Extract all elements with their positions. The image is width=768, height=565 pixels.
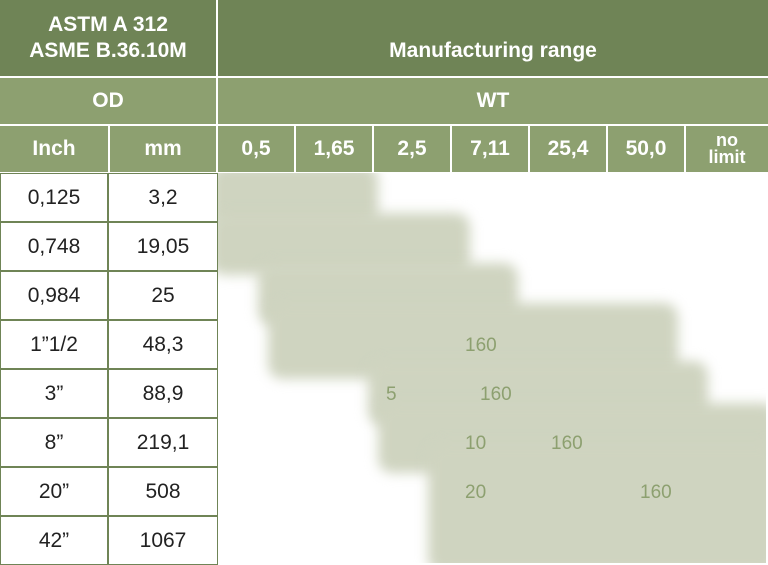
wt-col-label: no limit bbox=[708, 130, 746, 167]
inch-cell: 3” bbox=[0, 369, 108, 418]
standard-header: ASTM A 312 ASME B.36.10M bbox=[0, 0, 216, 76]
inch-cell: 0,748 bbox=[0, 222, 108, 271]
standard-line-2: ASME B.36.10M bbox=[29, 39, 187, 62]
manufacturing-range-area: 160 5 160 10 160 20 160 bbox=[218, 173, 766, 563]
range-value: 160 bbox=[480, 384, 512, 405]
wt-col-label: 1,65 bbox=[313, 137, 355, 160]
wt-col-label: 50,0 bbox=[625, 137, 667, 160]
wt-col-label: 25,4 bbox=[547, 137, 589, 160]
inch-cell: 0,125 bbox=[0, 173, 108, 222]
range-value: 160 bbox=[640, 482, 672, 503]
wt-col-header: no limit bbox=[686, 126, 768, 172]
range-value: 5 bbox=[386, 384, 397, 405]
inch-cell: 20” bbox=[0, 467, 108, 516]
inch-cell: 1”1/2 bbox=[0, 320, 108, 369]
wt-col-label: 2,5 bbox=[397, 137, 427, 160]
mm-cell: 3,2 bbox=[108, 173, 218, 222]
mm-cell: 508 bbox=[108, 467, 218, 516]
wt-col-header: 1,65 bbox=[296, 126, 372, 172]
mm-header: mm bbox=[110, 126, 216, 172]
mm-label: mm bbox=[144, 137, 182, 160]
wt-col-label: 7,11 bbox=[470, 137, 510, 160]
wt-col-header: 50,0 bbox=[608, 126, 684, 172]
standard-line-1: ASTM A 312 bbox=[48, 13, 168, 36]
range-band bbox=[428, 443, 766, 563]
od-header: OD bbox=[0, 78, 216, 124]
inch-label: Inch bbox=[32, 137, 76, 160]
range-value: 10 bbox=[465, 433, 487, 454]
wt-col-header: 2,5 bbox=[374, 126, 450, 172]
mm-cell: 88,9 bbox=[108, 369, 218, 418]
mm-cell: 25 bbox=[108, 271, 218, 320]
od-label: OD bbox=[92, 89, 124, 112]
inch-header: Inch bbox=[0, 126, 108, 172]
wt-col-label: 0,5 bbox=[241, 137, 271, 160]
wt-header: WT bbox=[218, 78, 768, 124]
wt-col-header: 7,11 bbox=[452, 126, 528, 172]
inch-cell: 0,984 bbox=[0, 271, 108, 320]
range-value: 160 bbox=[551, 433, 583, 454]
mm-cell: 19,05 bbox=[108, 222, 218, 271]
manufacturing-range-title: Manufacturing range bbox=[389, 39, 597, 62]
mm-cell: 48,3 bbox=[108, 320, 218, 369]
mm-cell: 1067 bbox=[108, 516, 218, 565]
mm-cell: 219,1 bbox=[108, 418, 218, 467]
manufacturing-range-header: Manufacturing range bbox=[218, 0, 768, 76]
inch-cell: 8” bbox=[0, 418, 108, 467]
wt-col-header: 0,5 bbox=[218, 126, 294, 172]
inch-cell: 42” bbox=[0, 516, 108, 565]
wt-col-header: 25,4 bbox=[530, 126, 606, 172]
range-value: 160 bbox=[465, 335, 497, 356]
wt-label: WT bbox=[476, 89, 510, 112]
range-divider bbox=[684, 173, 686, 199]
range-value: 20 bbox=[465, 482, 487, 503]
